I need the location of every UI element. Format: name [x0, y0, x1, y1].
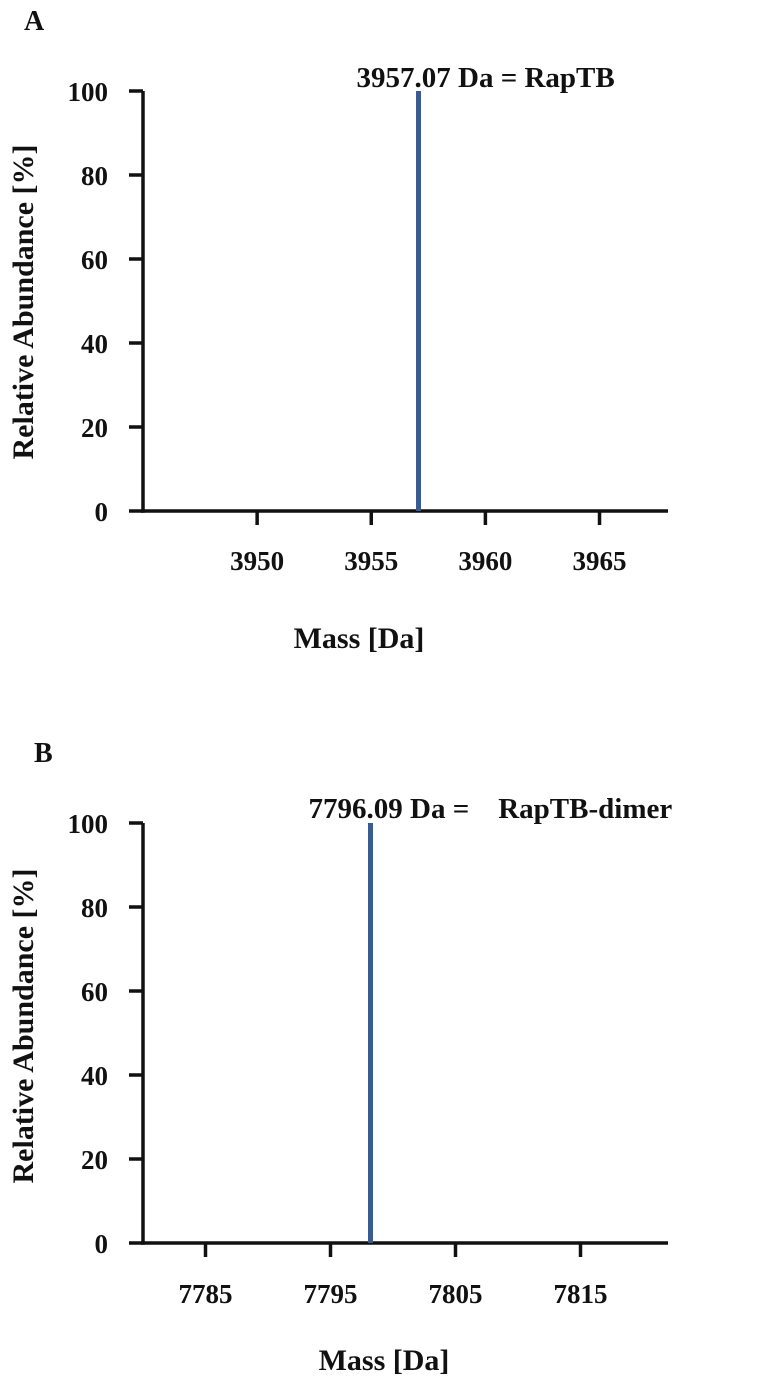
x-tick-label: 7785	[179, 1279, 233, 1309]
y-axis-label-a: Relative Abundance [%]	[7, 145, 40, 460]
y-tick-label: 0	[95, 497, 109, 527]
y-tick-label: 20	[81, 1145, 108, 1175]
x-tick-label: 7795	[304, 1279, 358, 1309]
peak-annotation: 7796.09 Da = RapTB-dimer	[309, 793, 673, 825]
x-tick-label: 7805	[429, 1279, 483, 1309]
y-tick-label: 100	[68, 77, 109, 107]
plot-area-a: 0 20 40 60 80 100 3950 3955 3960 3965 3957.07 Da =…	[68, 62, 668, 576]
y-tick-label: 40	[81, 329, 108, 359]
x-tick-label: 3950	[230, 546, 284, 576]
panel-a: A Relative Abundance [%] Mass [Da] 0 20 40…	[7, 6, 668, 655]
x-tick-label: 7815	[554, 1279, 608, 1309]
panel-label-a: A	[24, 6, 45, 37]
y-axis-label-b: Relative Abundance [%]	[7, 869, 40, 1184]
y-tick-label: 60	[81, 977, 108, 1007]
x-axis-label-b: Mass [Da]	[319, 1344, 450, 1377]
y-tick-label: 20	[81, 413, 108, 443]
x-tick-label: 3960	[458, 546, 512, 576]
panel-b: B Relative Abundance [%] Mass [Da] 0 20 40…	[7, 738, 672, 1377]
y-tick-label: 80	[81, 161, 108, 191]
y-tick-label: 0	[95, 1229, 109, 1259]
plot-area-b: 0 20 40 60 80 100 7785 7795 7805 7815 7796.09 Da =…	[68, 793, 673, 1309]
y-tick-label: 80	[81, 893, 108, 923]
y-tick-label: 60	[81, 245, 108, 275]
x-tick-label: 3965	[573, 546, 627, 576]
x-tick-label: 3955	[344, 546, 398, 576]
x-axis-label-a: Mass [Da]	[294, 622, 425, 655]
y-tick-label: 100	[68, 809, 109, 839]
peak-annotation: 3957.07 Da = RapTB	[357, 62, 615, 94]
y-tick-label: 40	[81, 1061, 108, 1091]
panel-label-b: B	[34, 738, 53, 769]
